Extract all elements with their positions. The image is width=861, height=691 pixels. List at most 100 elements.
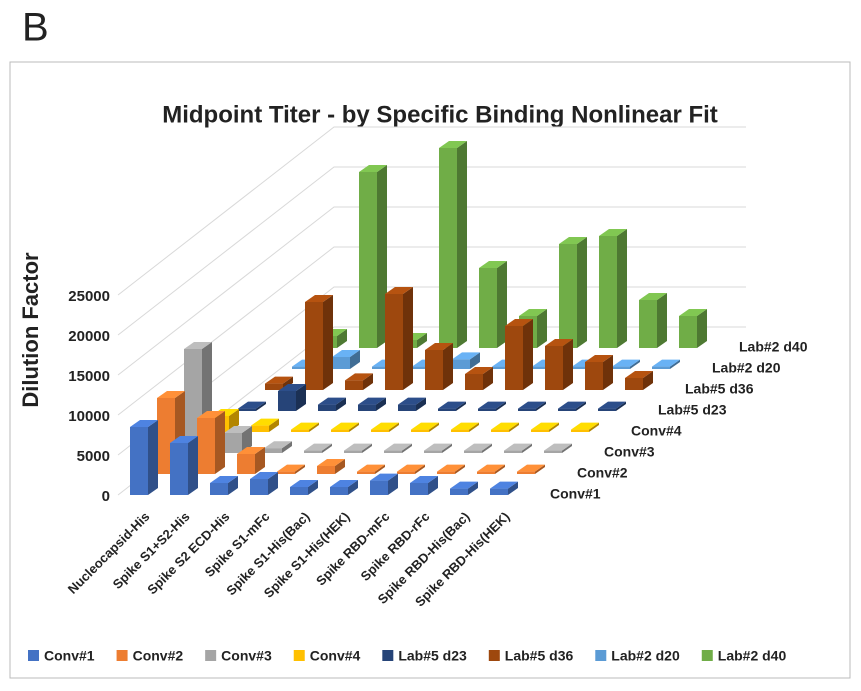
bar-front bbox=[331, 429, 349, 432]
legend-swatch bbox=[701, 650, 713, 661]
bar-front bbox=[197, 418, 215, 474]
bar bbox=[170, 436, 198, 495]
bar-side bbox=[403, 287, 413, 390]
bar-side bbox=[362, 443, 372, 453]
bar-front bbox=[359, 172, 377, 348]
bar-top bbox=[491, 422, 519, 430]
bar-front bbox=[291, 429, 309, 432]
bar-side bbox=[376, 397, 386, 411]
bar bbox=[450, 481, 478, 495]
bar-top bbox=[278, 384, 306, 391]
bar-top bbox=[598, 401, 626, 409]
bar bbox=[290, 480, 318, 495]
bar-front bbox=[518, 408, 536, 411]
bar-front bbox=[639, 300, 657, 348]
bar-side bbox=[670, 359, 680, 369]
series-depth-label: Conv#3 bbox=[604, 444, 655, 460]
bar-top bbox=[639, 293, 667, 300]
bar-side bbox=[535, 464, 545, 474]
bar-top bbox=[464, 443, 492, 451]
bar-top bbox=[504, 443, 532, 451]
bar-front bbox=[437, 471, 455, 474]
bar-top bbox=[531, 422, 559, 430]
bar-top bbox=[277, 464, 305, 472]
bar-front bbox=[332, 357, 350, 369]
y-tick-label: 0 bbox=[102, 488, 110, 505]
bar-side bbox=[349, 422, 359, 432]
bar bbox=[305, 295, 333, 390]
bar-side bbox=[643, 371, 653, 390]
bar-side bbox=[497, 261, 507, 348]
bar-front bbox=[559, 244, 577, 348]
bar-front bbox=[238, 408, 256, 411]
bar-front bbox=[558, 408, 576, 411]
bar-front bbox=[397, 471, 415, 474]
legend-swatch bbox=[116, 650, 128, 661]
bar-front bbox=[491, 429, 509, 432]
legend-label: Conv#4 bbox=[310, 648, 361, 664]
bar-front bbox=[425, 350, 443, 390]
bar-top bbox=[652, 359, 680, 367]
legend-swatch bbox=[293, 650, 305, 661]
bar-side bbox=[563, 339, 573, 390]
bar-top bbox=[370, 473, 398, 481]
bar-top bbox=[450, 481, 478, 489]
bar-front bbox=[358, 404, 376, 411]
bar-front bbox=[505, 326, 523, 390]
bar-side bbox=[523, 319, 533, 390]
legend-swatch bbox=[595, 650, 607, 661]
bar bbox=[317, 459, 345, 474]
bar-side bbox=[509, 422, 519, 432]
bar-front bbox=[305, 302, 323, 390]
series-depth-label: Lab#5 d23 bbox=[658, 402, 727, 418]
grid-line bbox=[117, 166, 746, 336]
bar bbox=[477, 464, 505, 474]
bar bbox=[491, 422, 519, 432]
bar bbox=[451, 422, 479, 432]
bar bbox=[358, 397, 386, 411]
bar-top bbox=[331, 422, 359, 430]
bar-top bbox=[438, 401, 466, 409]
bar-side bbox=[457, 141, 467, 348]
bar bbox=[277, 464, 305, 474]
bar-front bbox=[170, 443, 188, 495]
bar-top bbox=[571, 422, 599, 430]
bar-top bbox=[451, 422, 479, 430]
bar bbox=[237, 447, 265, 474]
bar-top bbox=[358, 397, 386, 405]
bar-top bbox=[265, 376, 293, 384]
bar-side bbox=[536, 401, 546, 411]
bar-side bbox=[323, 295, 333, 390]
bar bbox=[490, 481, 518, 495]
bar bbox=[385, 287, 413, 390]
bar-side bbox=[308, 480, 318, 495]
bar-top bbox=[305, 295, 333, 302]
bar-side bbox=[442, 443, 452, 453]
bar-top bbox=[410, 476, 438, 483]
bar-top bbox=[398, 397, 426, 405]
bar-front bbox=[330, 487, 348, 495]
bar-front bbox=[411, 429, 429, 432]
bar-side bbox=[428, 476, 438, 495]
bar-top bbox=[452, 352, 480, 360]
y-axis-title: Dilution Factor bbox=[18, 252, 43, 408]
bar-top bbox=[545, 339, 573, 346]
bar-top bbox=[264, 441, 292, 449]
bar-front bbox=[585, 362, 603, 390]
legend-label: Lab#5 d36 bbox=[505, 648, 574, 664]
bar-top bbox=[517, 464, 545, 472]
bar-top bbox=[290, 480, 318, 487]
bar-front bbox=[517, 471, 535, 474]
bar-side bbox=[697, 309, 707, 348]
bar-side bbox=[549, 422, 559, 432]
bar-top bbox=[224, 426, 252, 433]
y-tick-label: 20000 bbox=[68, 328, 110, 345]
bar-side bbox=[429, 422, 439, 432]
bar bbox=[344, 443, 372, 453]
bar-side bbox=[456, 401, 466, 411]
bar-side bbox=[322, 443, 332, 453]
bar-side bbox=[348, 480, 358, 495]
bar bbox=[438, 401, 466, 411]
bar-side bbox=[576, 401, 586, 411]
bar-top bbox=[345, 373, 373, 381]
